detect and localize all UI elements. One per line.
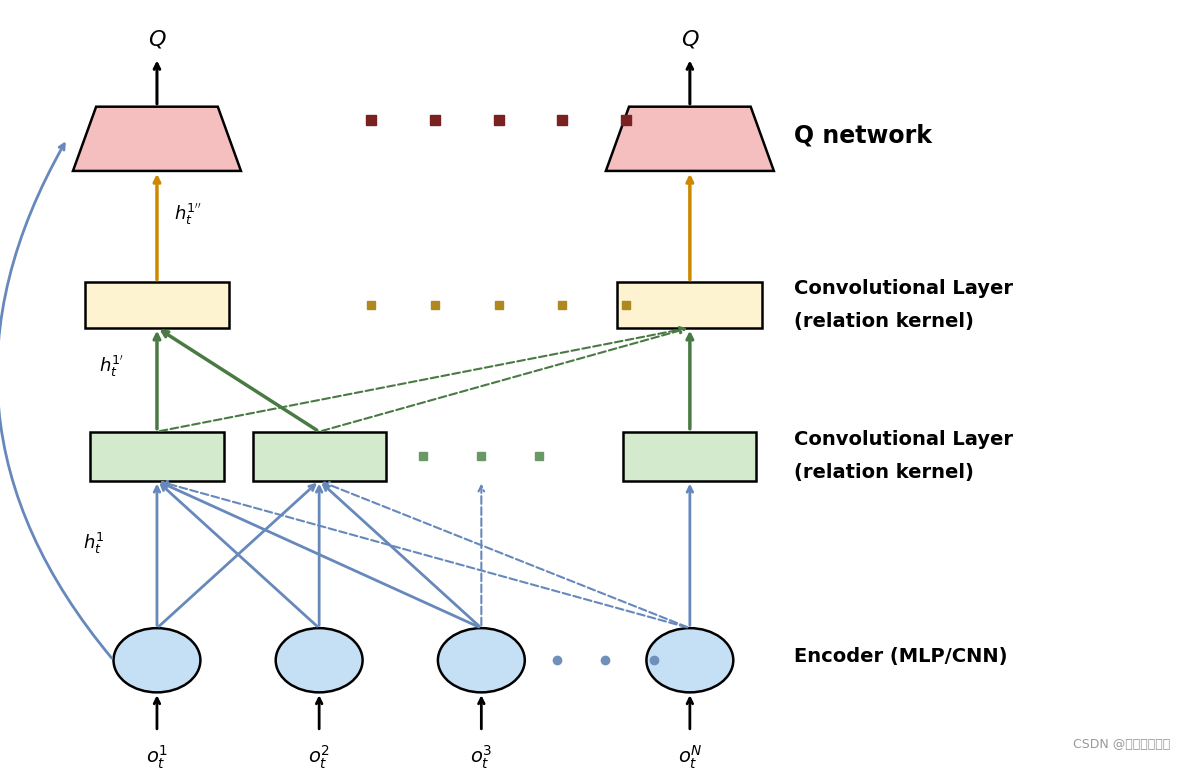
- Bar: [90, 432, 224, 481]
- Text: $o_t^1$: $o_t^1$: [146, 744, 168, 771]
- Ellipse shape: [114, 628, 200, 692]
- Ellipse shape: [438, 628, 525, 692]
- Bar: [252, 432, 386, 481]
- Text: (relation kernel): (relation kernel): [794, 463, 974, 483]
- Text: CSDN @大鱼治不了水: CSDN @大鱼治不了水: [1074, 738, 1171, 751]
- Text: $Q$: $Q$: [680, 28, 699, 50]
- Text: $h_t^{1'}$: $h_t^{1'}$: [100, 353, 124, 378]
- Polygon shape: [73, 106, 241, 171]
- Polygon shape: [606, 106, 774, 171]
- Bar: [617, 282, 762, 328]
- Text: $o_t^3$: $o_t^3$: [470, 744, 493, 771]
- Text: $h_t^1$: $h_t^1$: [83, 531, 104, 556]
- Text: (relation kernel): (relation kernel): [794, 312, 974, 331]
- Text: $o_t^2$: $o_t^2$: [308, 744, 331, 771]
- Text: Q network: Q network: [794, 123, 933, 147]
- Text: $Q$: $Q$: [148, 28, 166, 50]
- Ellipse shape: [647, 628, 734, 692]
- Ellipse shape: [276, 628, 363, 692]
- Bar: [84, 282, 230, 328]
- Text: Convolutional Layer: Convolutional Layer: [794, 279, 1013, 298]
- Text: $o_t^N$: $o_t^N$: [678, 744, 703, 771]
- Text: $h_t^{1''}$: $h_t^{1''}$: [174, 201, 201, 228]
- Text: Convolutional Layer: Convolutional Layer: [794, 430, 1013, 449]
- Text: Encoder (MLP/CNN): Encoder (MLP/CNN): [794, 647, 1007, 666]
- Bar: [623, 432, 756, 481]
